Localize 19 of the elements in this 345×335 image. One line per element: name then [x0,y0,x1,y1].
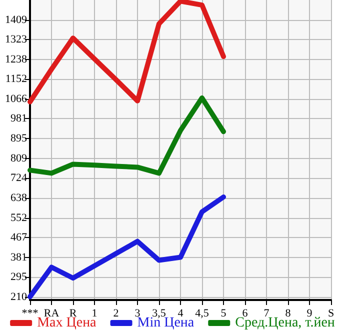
y-tick-label: 895 [10,132,28,145]
y-tick-label: 552 [10,212,27,224]
y-tick-label: 381 [10,251,27,264]
x-tick-label: 4,5 [195,308,210,320]
y-tick-label: 467 [10,231,28,244]
x-tick-label: *** [22,308,38,320]
y-tick-label: 724 [10,172,28,184]
x-tick-label: 5 [220,308,227,320]
y-tick-label: 1323 [5,34,28,46]
x-tick-label: 2 [113,308,119,320]
y-tick-label: 295 [10,271,28,284]
y-tick-label: 1409 [5,14,28,26]
y-tick-label: 809 [10,152,28,164]
y-tick-label: 210 [10,290,28,303]
y-tick-label: 981 [10,112,27,125]
y-tick-label: 638 [10,192,28,204]
y-tick-label: 1238 [5,53,28,66]
y-tick-label: 1152 [5,73,27,86]
y-tick-label: 1066 [5,93,28,106]
